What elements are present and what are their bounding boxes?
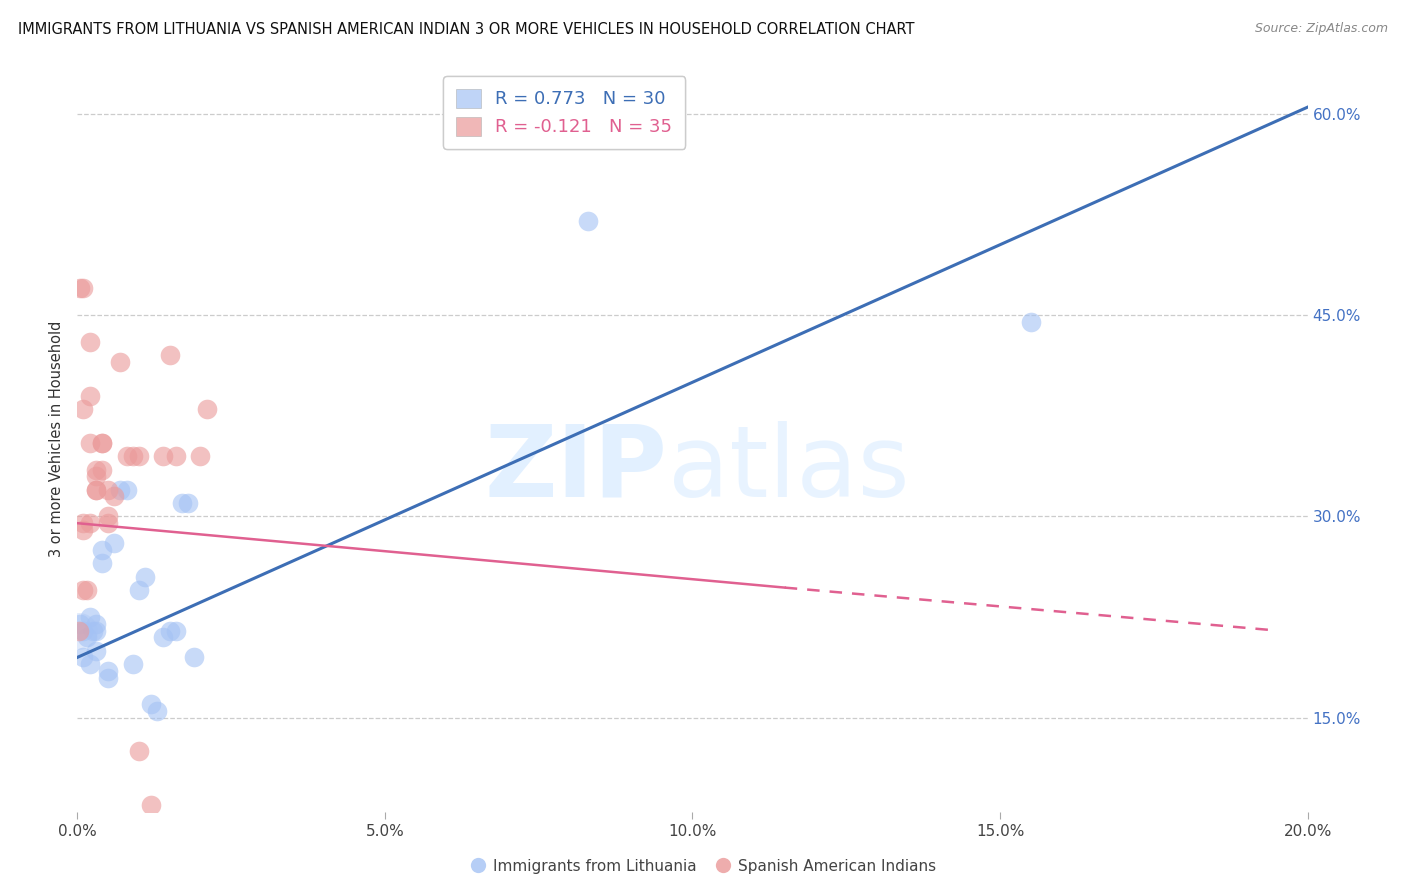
Point [152, 630, 174, 644]
Point [72, 402, 94, 417]
Point [152, 449, 174, 463]
Point [90, 435, 114, 450]
Point [195, 402, 218, 417]
Point [141, 698, 163, 712]
Point [128, 744, 150, 758]
Y-axis label: 3 or more Vehicles in Household: 3 or more Vehicles in Household [49, 321, 65, 558]
Point [84, 643, 107, 657]
Text: atlas: atlas [668, 421, 910, 517]
Point [72, 281, 94, 295]
Point [177, 496, 200, 510]
Point [82, 624, 104, 638]
Point [110, 483, 132, 497]
Point [170, 496, 193, 510]
Point [67, 624, 90, 638]
Point [79, 389, 101, 403]
Point [576, 214, 599, 228]
Point [97, 516, 120, 531]
Point [67, 624, 90, 638]
Point [97, 483, 120, 497]
Point [134, 570, 156, 584]
Point [79, 657, 101, 672]
Text: IMMIGRANTS FROM LITHUANIA VS SPANISH AMERICAN INDIAN 3 OR MORE VEHICLES IN HOUSE: IMMIGRANTS FROM LITHUANIA VS SPANISH AME… [18, 22, 915, 37]
Point [1019, 315, 1042, 329]
Point [79, 610, 101, 624]
Point [128, 449, 150, 463]
Point [79, 516, 101, 531]
Point [69, 281, 91, 295]
Point [165, 449, 187, 463]
Point [103, 536, 125, 550]
Point [84, 462, 107, 476]
Point [159, 348, 181, 362]
Point [90, 462, 114, 476]
Point [79, 334, 101, 349]
Point [159, 624, 181, 638]
Point [72, 583, 94, 598]
Point [76, 630, 98, 644]
Point [72, 516, 94, 531]
Point [90, 557, 114, 571]
Point [188, 449, 212, 463]
Point [110, 355, 132, 369]
Point [183, 650, 205, 665]
Point [103, 489, 125, 503]
Point [97, 671, 120, 685]
Point [121, 449, 143, 463]
Point [79, 435, 101, 450]
Point [72, 523, 94, 537]
Point [90, 543, 114, 558]
Point [72, 650, 94, 665]
Point [128, 583, 150, 598]
Point [84, 616, 107, 631]
Point [115, 483, 138, 497]
Text: ZIP: ZIP [485, 421, 668, 517]
Point [90, 435, 114, 450]
Point [84, 469, 107, 483]
Point [657, 885, 679, 892]
Point [69, 616, 91, 631]
Legend: Immigrants from Lithuania, Spanish American Indians: Immigrants from Lithuania, Spanish Ameri… [464, 853, 942, 880]
Point [165, 624, 187, 638]
Point [76, 583, 98, 598]
Point [146, 704, 169, 718]
Point [97, 664, 120, 678]
Point [141, 797, 163, 812]
Text: Source: ZipAtlas.com: Source: ZipAtlas.com [1254, 22, 1388, 36]
Legend: R = 0.773   N = 30, R = -0.121   N = 35: R = 0.773 N = 30, R = -0.121 N = 35 [443, 76, 685, 149]
Point [84, 624, 107, 638]
Point [115, 449, 138, 463]
Point [84, 483, 107, 497]
Point [72, 624, 94, 638]
Point [84, 483, 107, 497]
Point [97, 509, 120, 524]
Point [121, 657, 143, 672]
